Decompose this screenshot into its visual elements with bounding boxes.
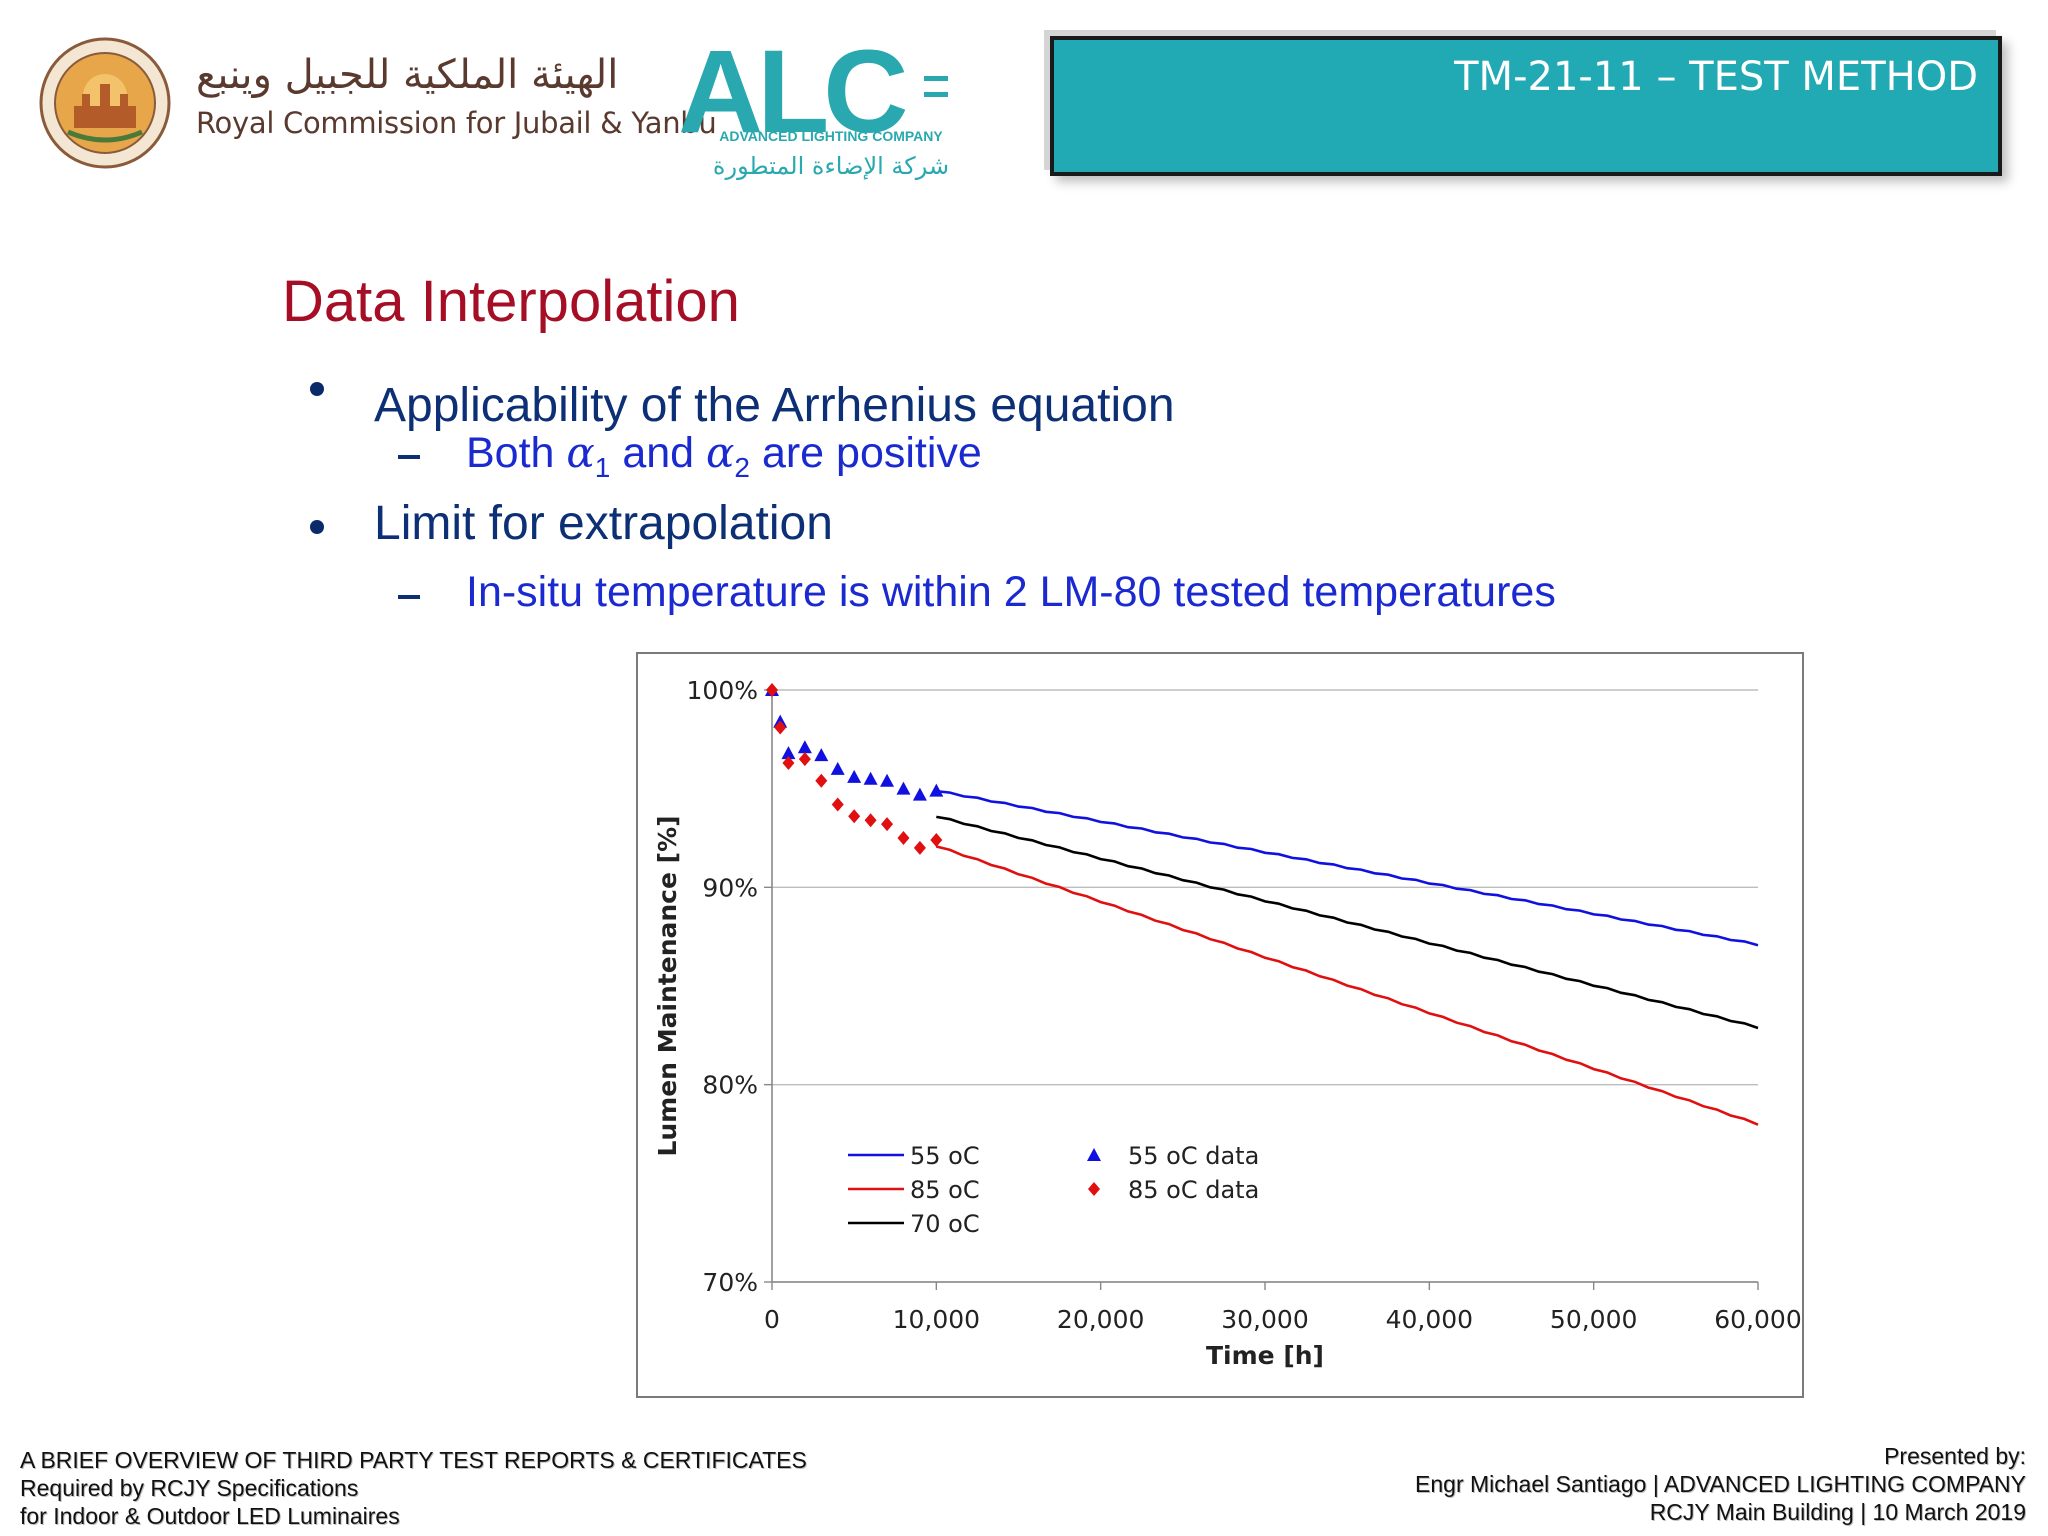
data-point-diamond: [848, 809, 861, 824]
series-line: [935, 845, 1759, 1126]
legend-label: 85 oC data: [1128, 1176, 1259, 1204]
x-tick-label: 60,000: [1714, 1305, 1801, 1334]
data-point-triangle: [929, 783, 944, 797]
alc-logo: ALC: [678, 40, 948, 140]
org-arabic-name: الهيئة الملكية للجبيل وينبع: [196, 52, 619, 98]
footer-left-line-3: for Indoor & Outdoor LED Luminaires: [20, 1503, 400, 1529]
data-point-triangle: [814, 748, 829, 762]
footer-right-line-2: Engr Michael Santiago | ADVANCED LIGHTIN…: [1415, 1471, 2026, 1497]
data-point-diamond: [831, 797, 844, 812]
bullet-2-text: Limit for extrapolation: [374, 497, 833, 550]
section-header-box: TM-21-11 – TEST METHOD: [1050, 36, 2002, 176]
y-tick-label: 80%: [702, 1071, 758, 1100]
alc-logo-text: ALC: [678, 40, 905, 140]
data-point-diamond: [864, 813, 877, 828]
sub-bullet-2: In-situ temperature is within 2 LM-80 te…: [466, 568, 1556, 616]
footer-left: A BRIEF OVERVIEW OF THIRD PARTY TEST REP…: [20, 1446, 807, 1530]
royal-commission-seal-logo: [39, 37, 171, 169]
x-tick-label: 10,000: [893, 1305, 980, 1334]
footer-left-line-1: A BRIEF OVERVIEW OF THIRD PARTY TEST REP…: [20, 1447, 807, 1473]
data-point-diamond: [774, 720, 787, 735]
x-axis-label: Time [h]: [1206, 1341, 1324, 1370]
sub-bullet-1-post: are positive: [761, 429, 982, 477]
data-point-diamond: [815, 773, 828, 788]
org-english-name: Royal Commission for Jubail & Yanbu: [196, 106, 717, 140]
y-axis-label: Lumen Maintenance [%]: [653, 815, 682, 1156]
series-line: [936, 815, 1759, 1030]
data-point-triangle: [781, 746, 796, 760]
sub-bullet-dash: [398, 455, 420, 459]
bullet-dot: [310, 520, 324, 534]
alpha-2-symbol: α: [706, 428, 735, 477]
data-point-diamond: [897, 831, 910, 845]
lumen-maintenance-chart: 70% 80% 90% 100% 0 10,000 20,000 30,000 40,000 50…: [653, 676, 1802, 1370]
data-point-diamond: [782, 756, 795, 771]
series-line: [936, 789, 1759, 947]
data-point-triangle: [847, 769, 862, 783]
company-arabic-name: شركة الإضاءة المتطورة: [712, 152, 950, 180]
footer-right: Presented by: Engr Michael Santiago | AD…: [1415, 1442, 2026, 1526]
bullet-dot: [310, 382, 324, 396]
footer-right-line-3: RCJY Main Building | 10 March 2019: [1649, 1499, 2026, 1525]
legend-label: 85 oC: [910, 1176, 980, 1204]
data-point-triangle: [912, 787, 927, 801]
y-tick-label: 90%: [702, 873, 758, 902]
alpha-1-symbol: α: [566, 428, 595, 477]
legend-label: 70 oC: [910, 1210, 980, 1238]
x-tick-label: 40,000: [1386, 1305, 1473, 1334]
legend-label: 55 oC data: [1128, 1142, 1259, 1170]
data-point-diamond: [881, 817, 894, 832]
data-point-triangle: [863, 771, 878, 785]
slide-title: Data Interpolation: [282, 269, 740, 334]
company-name: ADVANCED LIGHTING COMPANY: [719, 128, 943, 144]
x-tick-label: 30,000: [1221, 1305, 1308, 1334]
data-point-diamond: [798, 752, 811, 767]
data-point-diamond: [766, 683, 778, 697]
sub-bullet-1-mid: and: [622, 429, 695, 477]
x-tick-label: 50,000: [1550, 1305, 1637, 1334]
x-tick-label: 0: [764, 1305, 780, 1334]
footer-right-line-1: Presented by:: [1884, 1443, 2026, 1469]
data-point-triangle: [896, 781, 911, 795]
alpha-2-subscript: 2: [734, 452, 750, 483]
legend-marker-triangle: [1087, 1148, 1101, 1161]
y-tick-label: 100%: [687, 676, 758, 705]
data-point-triangle: [880, 773, 895, 787]
bullet-1-text: Applicability of the Arrhenius equation: [374, 379, 1175, 432]
footer-left-line-2: Required by RCJY Specifications: [20, 1475, 359, 1501]
section-title: TM-21-11 – TEST METHOD: [1454, 54, 1978, 100]
legend-marker-diamond: [1088, 1182, 1100, 1196]
chart-frame: [636, 652, 1804, 1398]
sub-bullet-1: Both α1 and α2 are positive: [466, 428, 982, 484]
y-tick-label: 70%: [702, 1268, 758, 1297]
data-point-diamond: [913, 840, 926, 855]
x-tick-label: 20,000: [1057, 1305, 1144, 1334]
alpha-1-subscript: 1: [594, 452, 611, 483]
data-point-triangle: [830, 761, 845, 775]
legend-label: 55 oC: [910, 1142, 980, 1170]
data-point-triangle: [797, 740, 812, 754]
sub-bullet-1-pre: Both: [466, 429, 555, 477]
data-point-diamond: [930, 832, 943, 847]
sub-bullet-dash: [398, 595, 420, 599]
